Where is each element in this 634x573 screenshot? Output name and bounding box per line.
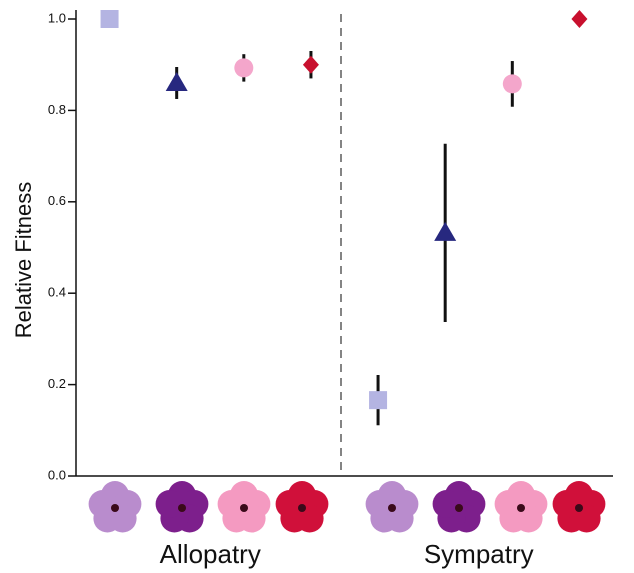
y-tick-label: 1.0 <box>48 10 66 25</box>
y-tick-label: 0.8 <box>48 102 66 117</box>
marker <box>100 10 119 28</box>
y-tick-label: 0.0 <box>48 467 66 482</box>
group-label: Sympatry <box>424 539 534 569</box>
y-tick-label: 0.2 <box>48 376 66 391</box>
y-tick-label: 0.4 <box>48 285 66 300</box>
marker <box>302 55 319 74</box>
marker <box>165 71 188 91</box>
marker <box>369 391 388 410</box>
marker <box>502 74 522 94</box>
marker <box>434 221 457 241</box>
flowers <box>88 481 606 533</box>
marker <box>571 10 588 28</box>
group-label: Allopatry <box>160 539 261 569</box>
y-tick-label: 0.6 <box>48 193 66 208</box>
marker <box>234 58 254 78</box>
y-axis-label: Relative Fitness <box>11 182 36 339</box>
